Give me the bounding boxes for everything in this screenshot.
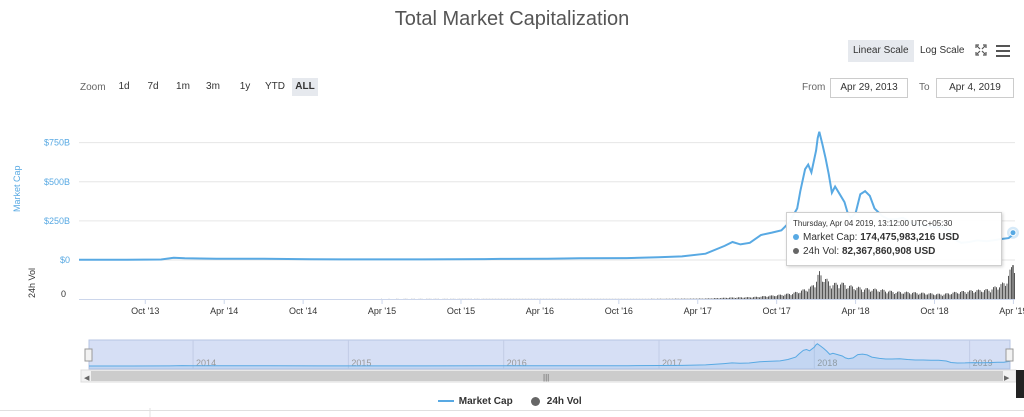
x-tick-label: Oct '16 [605, 306, 633, 316]
zoom-button-1y[interactable]: 1y [239, 81, 251, 92]
log-scale-button[interactable]: Log Scale [920, 45, 965, 56]
navigator-tick-label: 2015 [351, 358, 371, 368]
from-date-input[interactable]: Apr 29, 2013 [830, 78, 908, 98]
scroll-right-icon[interactable]: ▶ [1004, 375, 1010, 382]
legend-item-vol[interactable]: 24h Vol [531, 396, 582, 407]
legend-vol-label: 24h Vol [546, 396, 582, 407]
tooltip-market-cap-row: Market Cap: 174,475,983,216 USD [793, 232, 959, 243]
x-tick-label: Oct '18 [920, 306, 948, 316]
chart-title: Total Market Capitalization [394, 8, 630, 30]
legend-item-market-cap[interactable]: Market Cap [438, 396, 513, 407]
tooltip-market-cap-label: Market Cap: [803, 232, 858, 243]
market-cap-dot-icon [793, 234, 799, 241]
navigator-area [89, 343, 1010, 369]
x-tick-label: Oct '13 [131, 306, 159, 316]
y-tick-label: $250B [44, 216, 70, 226]
y-axis-title-market-cap: Market Cap [12, 165, 22, 212]
vol-legend-icon [531, 396, 540, 406]
x-tick-label: Oct '17 [763, 306, 791, 316]
vol-tick-label: 0 [61, 289, 66, 299]
to-date-input[interactable]: Apr 4, 2019 [936, 78, 1014, 98]
navigator-tick-label: 2017 [662, 358, 682, 368]
menu-icon[interactable] [996, 45, 1010, 57]
x-tick-label: Apr '18 [841, 306, 869, 316]
zoom-button-ytd[interactable]: YTD [265, 81, 285, 92]
tooltip-vol-value: 82,367,860,908 USD [841, 246, 936, 257]
to-label: To [919, 82, 930, 93]
tooltip-vol-label: 24h Vol: [803, 246, 840, 257]
navigator-line [89, 343, 1011, 367]
tooltip-header: Thursday, Apr 04 2019, 13:12:00 UTC+05:3… [793, 219, 953, 228]
navigator-tick-label: 2014 [196, 358, 216, 368]
zoom-button-1m[interactable]: 1m [176, 81, 190, 92]
tooltip: Thursday, Apr 04 2019, 13:12:00 UTC+05:3… [786, 212, 1002, 266]
line-legend-icon [438, 400, 454, 403]
vol-dot-icon [793, 248, 799, 255]
scrollbar-grip-icon[interactable]: ||| [543, 373, 550, 382]
hover-point [1009, 229, 1017, 237]
scrollbar-thumb[interactable] [91, 371, 1003, 381]
navigator-window [88, 339, 1011, 370]
navigator-handle[interactable] [84, 348, 93, 362]
zoom-label: Zoom [80, 82, 106, 93]
tooltip-vol-row: 24h Vol: 82,367,860,908 USD [793, 246, 935, 257]
x-tick-label: Oct '14 [289, 306, 317, 316]
x-tick-label: Apr '19 [999, 306, 1024, 316]
navigator-handle[interactable] [1005, 348, 1014, 362]
tooltip-market-cap-value: 174,475,983,216 USD [860, 232, 960, 243]
zoom-button-7d[interactable]: 7d [147, 81, 159, 92]
x-tick-label: Apr '15 [368, 306, 396, 316]
y-tick-label: $0 [60, 255, 70, 265]
zoom-button-1d[interactable]: 1d [118, 81, 130, 92]
linear-scale-button[interactable]: Linear Scale [848, 40, 914, 62]
fullscreen-icon[interactable] [975, 44, 987, 56]
zoom-button-3m[interactable]: 3m [206, 81, 220, 92]
zoom-button-all[interactable]: ALL [292, 78, 318, 96]
x-tick-label: Apr '17 [684, 306, 712, 316]
y-tick-label: $750B [44, 138, 70, 148]
from-label: From [802, 82, 826, 93]
legend-market-cap-label: Market Cap [458, 396, 513, 407]
x-tick-label: Oct '15 [447, 306, 475, 316]
y-tick-label: $500B [44, 177, 70, 187]
corner-block [1016, 370, 1024, 398]
x-tick-label: Apr '14 [210, 306, 238, 316]
y-axis-title-vol: 24h Vol [27, 268, 37, 298]
x-tick-label: Apr '16 [526, 306, 554, 316]
navigator-tick-label: 2016 [507, 358, 527, 368]
navigator-tick-label: 2018 [817, 358, 837, 368]
scroll-left-icon[interactable]: ◀ [84, 375, 90, 382]
